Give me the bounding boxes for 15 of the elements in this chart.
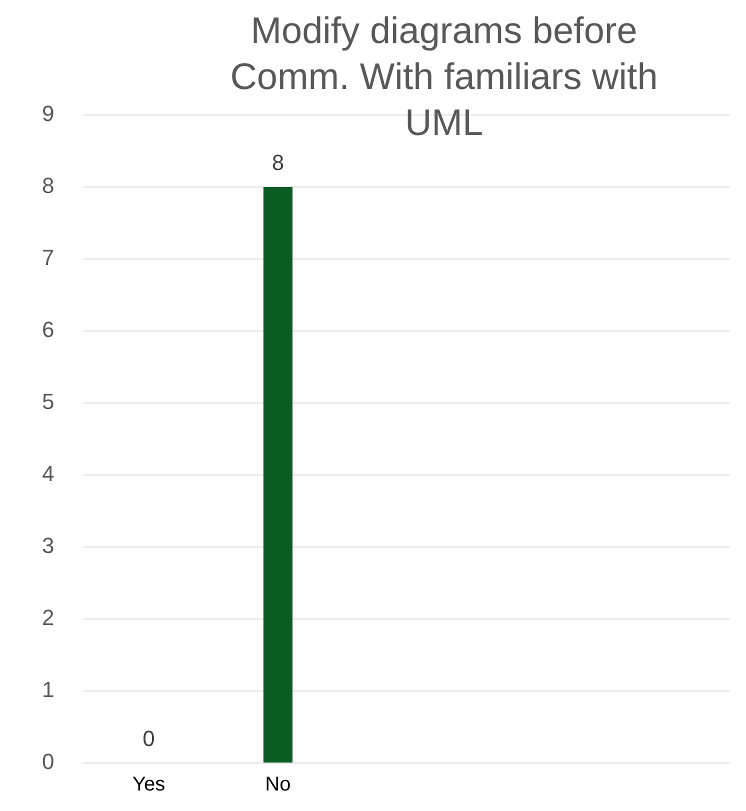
y-tick-label: 8 bbox=[42, 173, 54, 198]
y-tick-label: 0 bbox=[42, 749, 54, 774]
y-tick-label: 2 bbox=[42, 605, 54, 630]
y-tick-label: 7 bbox=[42, 245, 54, 270]
y-tick-label: 1 bbox=[42, 677, 54, 702]
data-label: 8 bbox=[272, 150, 284, 176]
y-tick-label: 5 bbox=[42, 389, 54, 414]
data-label: 0 bbox=[142, 726, 155, 752]
y-tick-label: 9 bbox=[42, 101, 54, 126]
chart-title: Modify diagrams before Comm. With familiars with UML bbox=[229, 9, 659, 145]
y-tick-label: 3 bbox=[42, 533, 54, 558]
y-tick-label: 6 bbox=[42, 317, 54, 342]
y-tick-label: 4 bbox=[42, 461, 54, 486]
x-tick-label: No bbox=[265, 774, 291, 796]
x-tick-label: Yes bbox=[132, 774, 166, 796]
